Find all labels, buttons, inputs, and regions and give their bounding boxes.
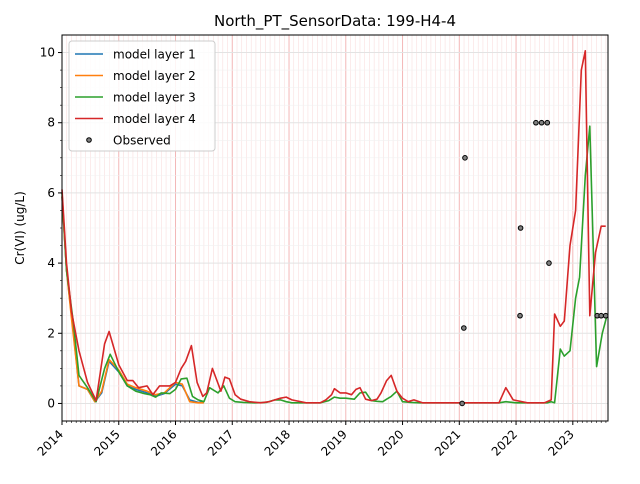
legend-label: model layer 3 — [113, 91, 196, 105]
y-tick-label: 0 — [47, 396, 55, 410]
series-line-4 — [61, 49, 606, 404]
observed-point — [544, 119, 551, 126]
observed-point — [462, 155, 468, 161]
observed-point — [517, 225, 524, 231]
series-lines — [61, 49, 608, 404]
legend-swatch-marker — [86, 137, 92, 143]
y-tick-label: 8 — [47, 116, 55, 130]
legend: model layer 1 model layer 2 model layer 3 m… — [68, 40, 216, 152]
observed-point — [538, 119, 545, 126]
observed-point — [461, 325, 467, 331]
observed-point — [546, 260, 552, 266]
observed-point — [533, 119, 539, 126]
series-line-2 — [61, 196, 204, 404]
observed-point — [598, 312, 604, 319]
observed-point — [459, 400, 465, 407]
observed-point — [517, 312, 523, 319]
y-tick-label: 10 — [40, 46, 55, 60]
y-tick-label: 4 — [47, 256, 55, 270]
legend-label: model layer 2 — [113, 69, 196, 83]
y-tick-label: 6 — [47, 186, 55, 200]
y-axis-label: Cr(VI) (ug/L) — [13, 191, 27, 265]
y-tick-label: 2 — [47, 326, 55, 340]
legend-box — [68, 40, 216, 152]
grid — [61, 35, 608, 421]
observed-point — [602, 312, 609, 319]
legend-label: model layer 1 — [113, 48, 196, 62]
legend-label: Observed — [113, 134, 171, 148]
chart-title: North_PT_SensorData: 199-H4-4 — [214, 12, 456, 31]
observed-points — [459, 119, 609, 407]
legend-label: model layer 4 — [113, 112, 196, 126]
